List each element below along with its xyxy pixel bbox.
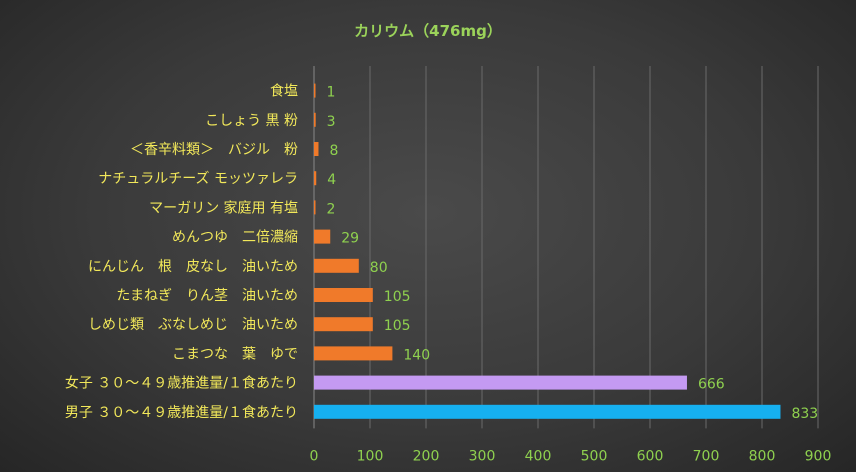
data-label: 29 <box>341 231 359 247</box>
category-label: こまつな 葉 ゆで <box>172 346 298 362</box>
x-tick-label: 500 <box>581 448 608 464</box>
category-label: 男子 ３０～４９歳推進量/１食あたり <box>65 404 298 421</box>
x-tick-label: 100 <box>357 448 384 464</box>
data-label: 666 <box>698 377 725 393</box>
data-label: 833 <box>791 406 818 422</box>
category-label: 食塩 <box>270 83 298 100</box>
gridlines <box>313 66 819 429</box>
data-label: 105 <box>384 289 411 305</box>
x-axis-ticks: 0 100 200 300 400 500 600 700 800 900 <box>310 448 832 464</box>
data-label: 2 <box>327 201 336 217</box>
data-label: 1 <box>327 85 336 101</box>
category-label: たまねぎ りん茎 油いため <box>116 288 298 304</box>
x-tick-label: 0 <box>310 448 319 464</box>
bar <box>314 112 316 127</box>
data-label: 105 <box>384 318 411 334</box>
data-label: 8 <box>329 143 338 159</box>
bar <box>314 258 359 273</box>
x-tick-label: 400 <box>525 448 552 464</box>
bars <box>314 83 781 419</box>
x-tick-label: 700 <box>693 448 720 464</box>
bar <box>314 171 317 186</box>
x-tick-label: 300 <box>469 448 496 464</box>
bar <box>314 200 316 215</box>
bar <box>314 346 393 361</box>
x-tick-label: 800 <box>749 448 776 464</box>
bar <box>314 404 781 419</box>
x-tick-label: 200 <box>413 448 440 464</box>
bar <box>314 375 687 390</box>
data-label: 140 <box>403 347 430 363</box>
bar <box>314 317 373 332</box>
data-label: 80 <box>370 260 388 276</box>
chart-title: カリウム（476mg） <box>354 22 502 40</box>
bar <box>314 288 373 302</box>
data-labels: 1 3 8 4 2 29 80 105 105 140 666 833 <box>327 85 819 422</box>
bar <box>314 83 316 98</box>
category-label: めんつゆ 二倍濃縮 <box>172 230 298 246</box>
category-label: ナチュラルチーズ モッツァレラ <box>98 171 298 187</box>
x-tick-label: 900 <box>805 448 832 464</box>
bar <box>314 229 331 244</box>
x-tick-label: 600 <box>637 448 664 464</box>
bar <box>314 142 319 156</box>
category-label: こしょう 黒 粉 <box>205 113 298 129</box>
category-label: ＜香辛料類＞ バジル 粉 <box>130 142 298 158</box>
category-label: マーガリン 家庭用 有塩 <box>149 199 298 216</box>
category-label: しめじ類 ぶなしめじ 油いため <box>88 317 298 333</box>
category-label: にんじん 根 皮なし 油いため <box>88 259 298 275</box>
data-label: 3 <box>327 114 336 130</box>
category-label: 女子 ３０～４９歳推進量/１食あたり <box>65 375 298 392</box>
data-label: 4 <box>327 172 336 188</box>
